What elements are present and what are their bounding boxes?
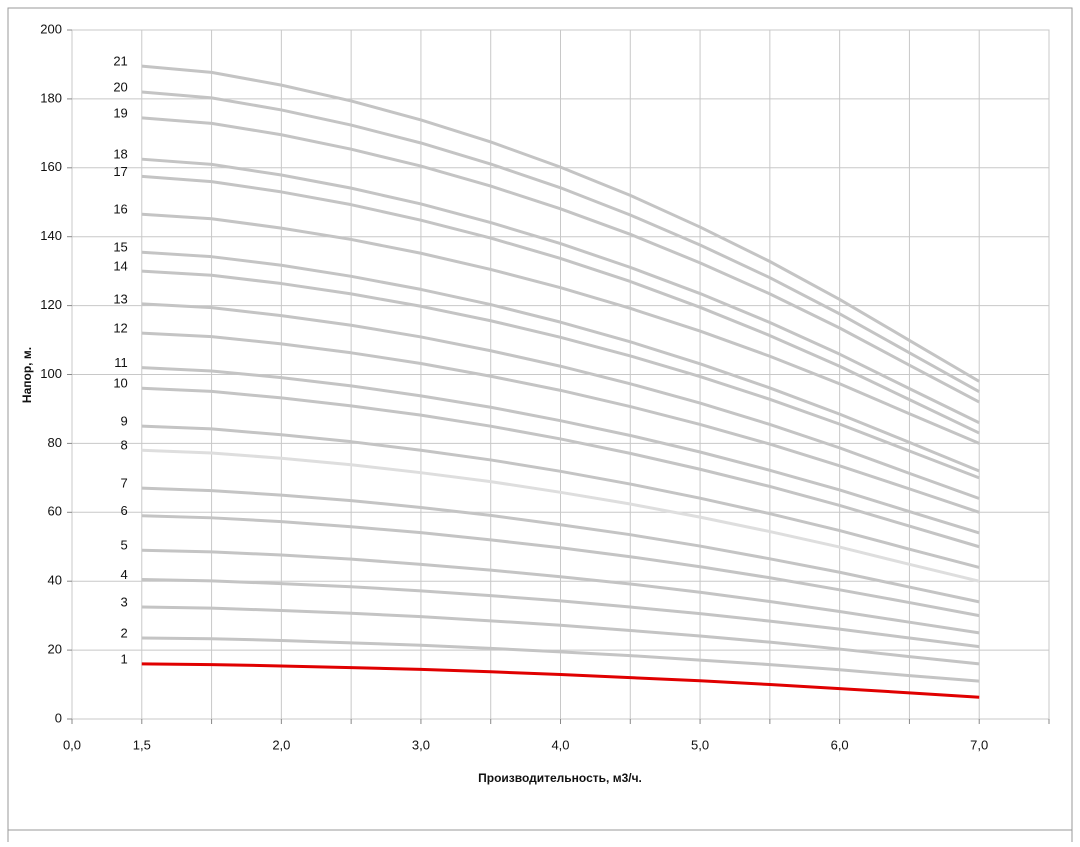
series-label: 2 bbox=[121, 625, 128, 640]
series-label: 14 bbox=[113, 259, 127, 274]
series-label: 4 bbox=[121, 567, 128, 582]
series-line bbox=[141, 448, 980, 583]
series-line bbox=[141, 174, 980, 435]
x-tick-label: 4,0 bbox=[551, 737, 569, 752]
series-label: 21 bbox=[113, 54, 127, 69]
y-tick-label: 80 bbox=[48, 435, 62, 450]
y-tick-label: 20 bbox=[48, 642, 62, 657]
x-tick-label: 6,0 bbox=[831, 737, 849, 752]
y-tick-label: 140 bbox=[40, 228, 62, 243]
y-tick-label: 200 bbox=[40, 21, 62, 36]
series-label: 13 bbox=[113, 291, 127, 306]
series-line bbox=[141, 212, 980, 445]
series-label: 10 bbox=[113, 376, 127, 391]
y-tick-label: 160 bbox=[40, 159, 62, 174]
series-label: 8 bbox=[121, 438, 128, 453]
series-label: 11 bbox=[114, 355, 128, 370]
series-line bbox=[141, 157, 980, 425]
series-label: 15 bbox=[113, 240, 127, 255]
series-line bbox=[141, 662, 980, 699]
series-line bbox=[141, 548, 980, 635]
series-label: 19 bbox=[113, 105, 127, 120]
series-line bbox=[141, 636, 980, 683]
series-label: 12 bbox=[113, 321, 127, 336]
series-line bbox=[141, 116, 980, 404]
y-tick-label: 180 bbox=[40, 90, 62, 105]
series-line bbox=[141, 386, 980, 549]
series-line bbox=[141, 250, 980, 473]
series-line bbox=[141, 605, 980, 666]
series-label: 6 bbox=[121, 503, 128, 518]
series-label: 9 bbox=[121, 414, 128, 429]
series-label: 5 bbox=[121, 538, 128, 553]
chart-frame bbox=[7, 7, 1073, 831]
series-label: 16 bbox=[113, 202, 127, 217]
x-tick-label: 5,0 bbox=[691, 737, 709, 752]
x-tick-label: 3,0 bbox=[412, 737, 430, 752]
series-line bbox=[141, 577, 980, 649]
x-tick-label: 2,0 bbox=[272, 737, 290, 752]
series-line bbox=[141, 366, 980, 535]
x-tick-label: 0,0 bbox=[63, 737, 81, 752]
series-label: 20 bbox=[113, 79, 127, 94]
series-label: 7 bbox=[121, 476, 128, 491]
series-line bbox=[141, 424, 980, 569]
series-line bbox=[141, 302, 980, 500]
series-line bbox=[141, 64, 980, 383]
series-line bbox=[141, 269, 980, 480]
series-line bbox=[141, 486, 980, 604]
y-tick-label: 60 bbox=[48, 504, 62, 519]
series-label: 1 bbox=[121, 651, 128, 666]
series-label: 3 bbox=[121, 594, 128, 609]
frame-below bbox=[7, 829, 1073, 847]
x-axis-title: Производительность, м3/ч. bbox=[478, 771, 642, 785]
series-label: 18 bbox=[113, 147, 127, 162]
y-tick-label: 0 bbox=[55, 710, 62, 725]
series-line bbox=[141, 90, 980, 394]
y-tick-label: 40 bbox=[48, 573, 62, 588]
y-tick-label: 120 bbox=[40, 297, 62, 312]
series-line bbox=[141, 331, 980, 514]
x-tick-label: 7,0 bbox=[970, 737, 988, 752]
series-line bbox=[141, 514, 980, 618]
x-tick-label: 1,5 bbox=[133, 737, 151, 752]
y-tick-label: 100 bbox=[40, 366, 62, 381]
series-label: 17 bbox=[113, 164, 127, 179]
y-axis-title: Напор, м. bbox=[20, 347, 34, 403]
